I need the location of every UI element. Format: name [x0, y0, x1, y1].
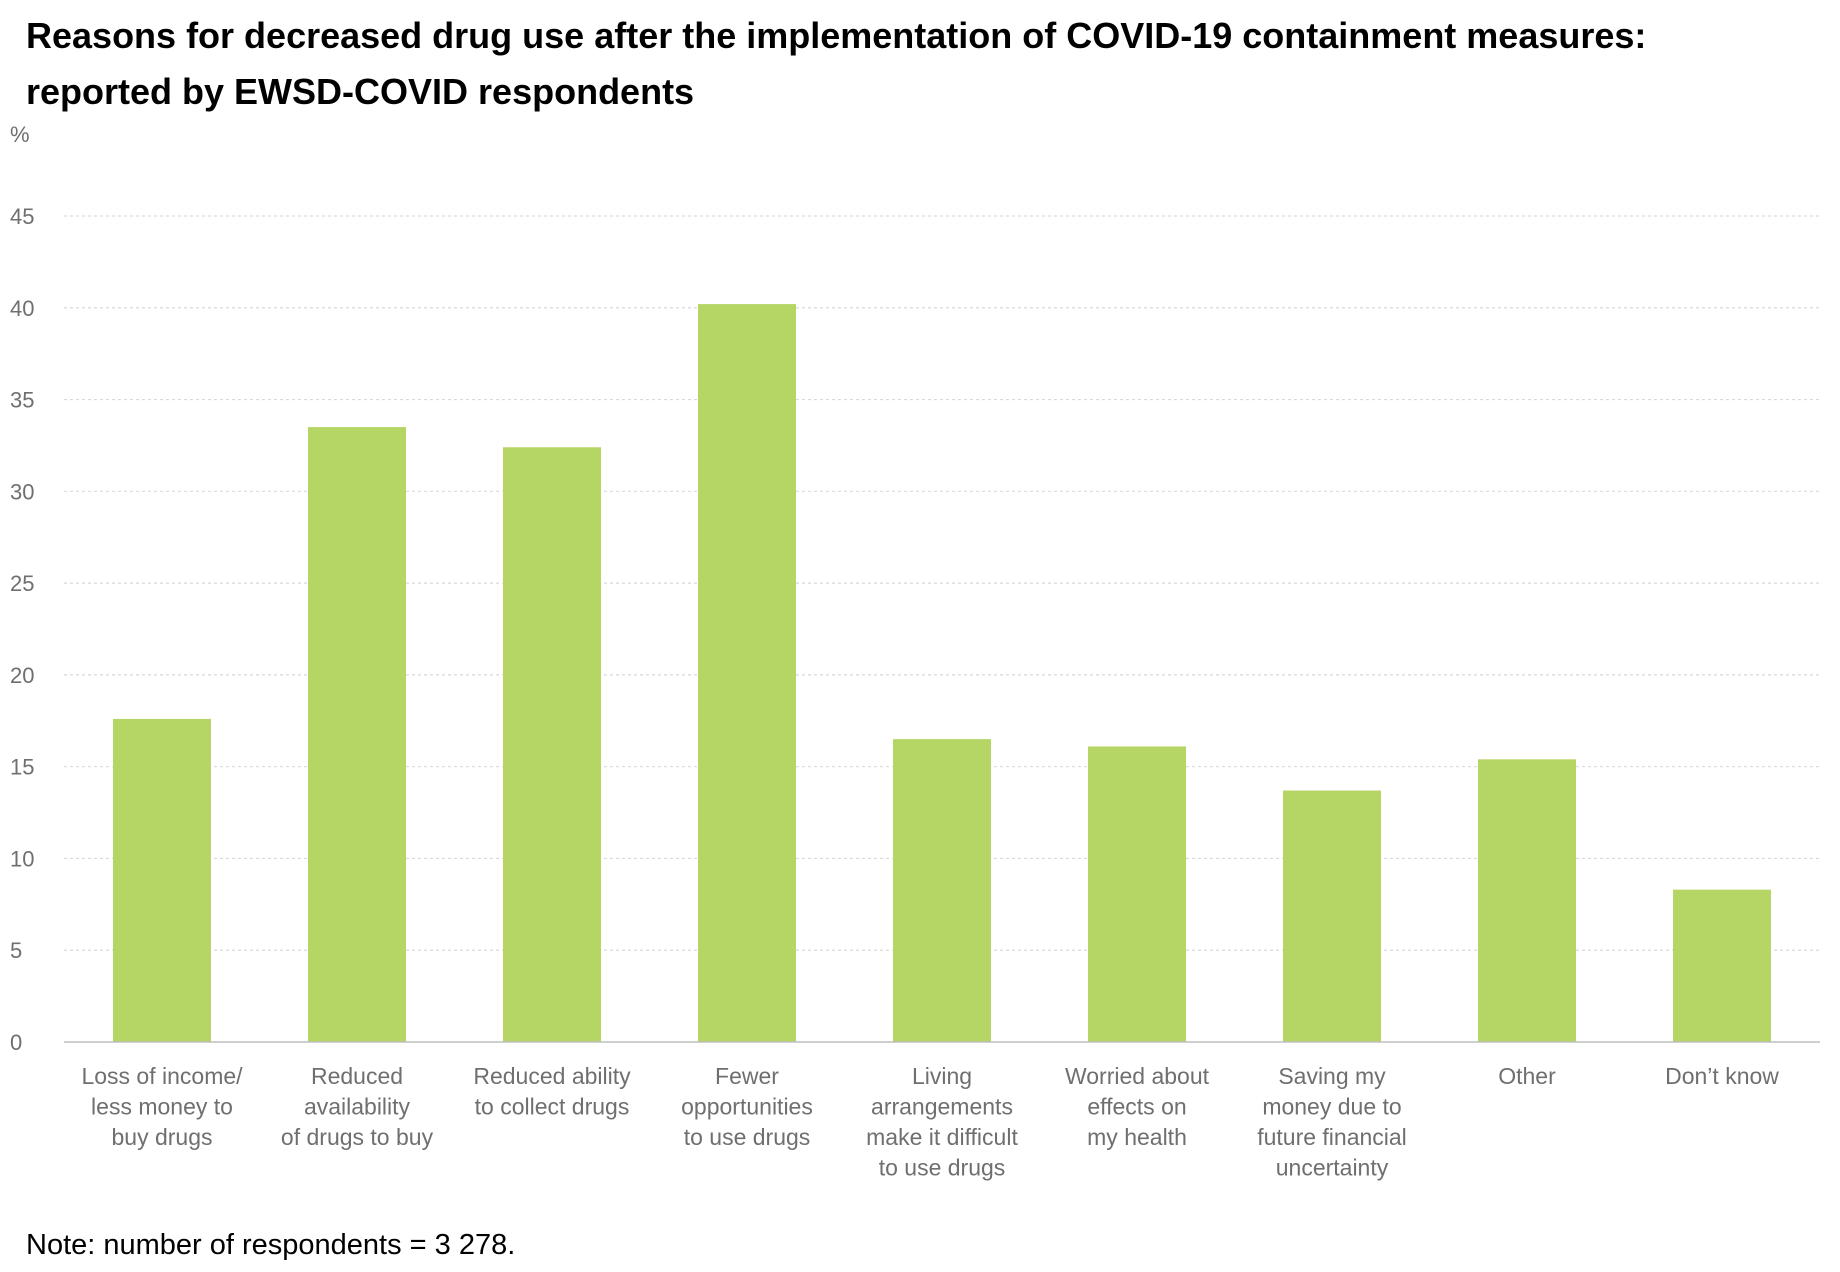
x-tick-label-line: Worried about — [1065, 1063, 1210, 1089]
x-tick-label-line: future financial — [1257, 1124, 1407, 1150]
x-tick-label-line: my health — [1087, 1124, 1187, 1150]
x-tick-label-line: to use drugs — [684, 1124, 811, 1150]
y-axis-unit-label: % — [10, 122, 30, 147]
x-tick-label-line: availability — [304, 1094, 411, 1120]
bar — [1478, 759, 1576, 1042]
y-tick-label: 20 — [10, 663, 34, 688]
x-tick-label-line: Living — [912, 1063, 972, 1089]
x-tick-label-line: arrangements — [871, 1094, 1013, 1120]
x-tick-label-line: Saving my — [1278, 1063, 1386, 1089]
x-tick-label: Worried about effects on my health — [1065, 1063, 1210, 1150]
bar — [1673, 889, 1771, 1042]
x-tick-label: Reduced ability to collect drugs — [473, 1063, 631, 1120]
bar — [1088, 746, 1186, 1042]
bar — [308, 427, 406, 1043]
x-tick-label-line: money due to — [1262, 1094, 1401, 1120]
x-tick-label-line: Don’t know — [1665, 1063, 1779, 1089]
x-tick-label-line: to use drugs — [879, 1155, 1006, 1181]
x-tick-label: Other — [1498, 1063, 1556, 1089]
x-tick-label-line: Loss of income/ — [81, 1063, 243, 1089]
bar — [113, 718, 211, 1042]
x-tick-label-line: less money to — [91, 1094, 233, 1120]
chart-title: Reasons for decreased drug use after the… — [26, 8, 1826, 120]
footnote: Note: number of respondents = 3 278. — [26, 1229, 516, 1261]
y-tick-label: 25 — [10, 571, 34, 596]
x-tick-label: Fewer opportunities to use drugs — [681, 1063, 813, 1150]
x-tick-label-line: to collect drugs — [475, 1094, 630, 1120]
x-tick-label-line: Reduced — [311, 1063, 403, 1089]
x-tick-label: Loss of income/less money to buy drugs — [81, 1063, 243, 1150]
y-tick-label: 0 — [10, 1030, 22, 1055]
x-tick-label-line: effects on — [1087, 1094, 1186, 1120]
x-tick-label-line: Reduced ability — [473, 1063, 631, 1089]
x-tick-label-line: buy drugs — [111, 1124, 212, 1150]
y-tick-label: 15 — [10, 755, 34, 780]
x-tick-label-line: opportunities — [681, 1094, 813, 1120]
y-tick-label: 40 — [10, 296, 34, 321]
y-axis-ticks: 0 5 10 15 20 25 30 35 40 45 — [10, 204, 34, 1055]
x-tick-label: Don’t know — [1665, 1063, 1779, 1089]
x-tick-label: Living arrangements make it difficult to us… — [866, 1063, 1018, 1181]
x-tick-label-line: Other — [1498, 1063, 1556, 1089]
x-tick-label: Saving my money due to future financial unc… — [1257, 1063, 1407, 1181]
bar — [698, 304, 796, 1042]
chart-title-line-1: Reasons for decreased drug use after the… — [26, 15, 1647, 56]
bar — [893, 739, 991, 1042]
y-tick-label: 35 — [10, 388, 34, 413]
y-tick-label: 45 — [10, 204, 34, 229]
y-tick-label: 10 — [10, 846, 34, 871]
x-tick-label-line: Fewer — [715, 1063, 779, 1089]
x-tick-label-line: uncertainty — [1276, 1155, 1389, 1181]
x-tick-label: Reduced availability of drugs to buy — [281, 1063, 434, 1150]
y-tick-label: 30 — [10, 479, 34, 504]
bars — [113, 304, 1771, 1043]
bar — [1283, 790, 1381, 1042]
y-tick-label: 5 — [10, 938, 22, 963]
chart-title-line-2: reported by EWSD-COVID respondents — [26, 71, 695, 112]
x-tick-label-line: of drugs to buy — [281, 1124, 434, 1150]
x-tick-label-line: make it difficult — [866, 1124, 1018, 1150]
bar-chart: 0 5 10 15 20 25 30 35 40 45 % Loss of income/less… — [10, 122, 1820, 1181]
x-axis-category-labels: Loss of income/less money to buy drugs Red… — [81, 1063, 1779, 1181]
bar — [503, 447, 601, 1042]
